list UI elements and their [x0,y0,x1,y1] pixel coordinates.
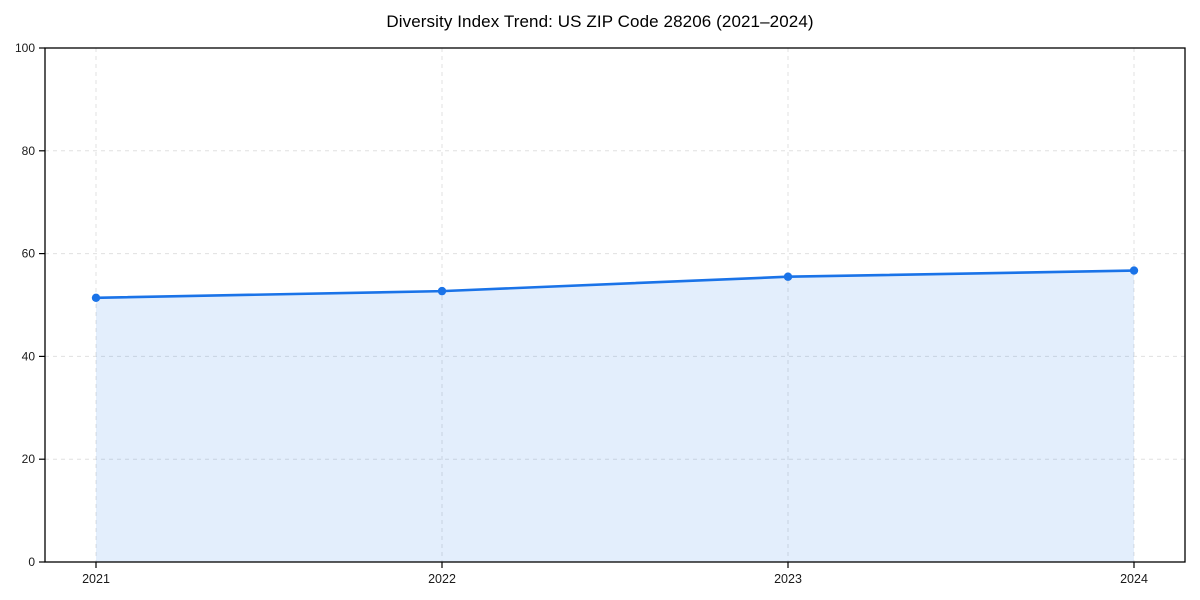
x-tick-label: 2023 [774,572,802,586]
data-point [91,293,101,303]
data-point [1129,266,1139,275]
y-tick-label: 60 [22,247,36,261]
y-tick-label: 80 [22,144,36,158]
x-tick-label: 2022 [428,572,456,586]
data-point [437,286,447,296]
y-tick-label: 100 [15,41,35,55]
data-point [783,272,793,281]
y-tick-label: 20 [22,452,36,466]
y-tick-label: 0 [28,555,35,569]
area-fill [96,270,1134,562]
plot-border [44,47,1186,563]
x-tick-label: 2024 [1120,572,1148,586]
trend-line [94,269,1136,300]
chart-title: Diversity Index Trend: US ZIP Code 28206… [386,12,814,31]
y-tick-label: 40 [22,349,36,363]
x-tick-label: 2021 [82,572,110,586]
